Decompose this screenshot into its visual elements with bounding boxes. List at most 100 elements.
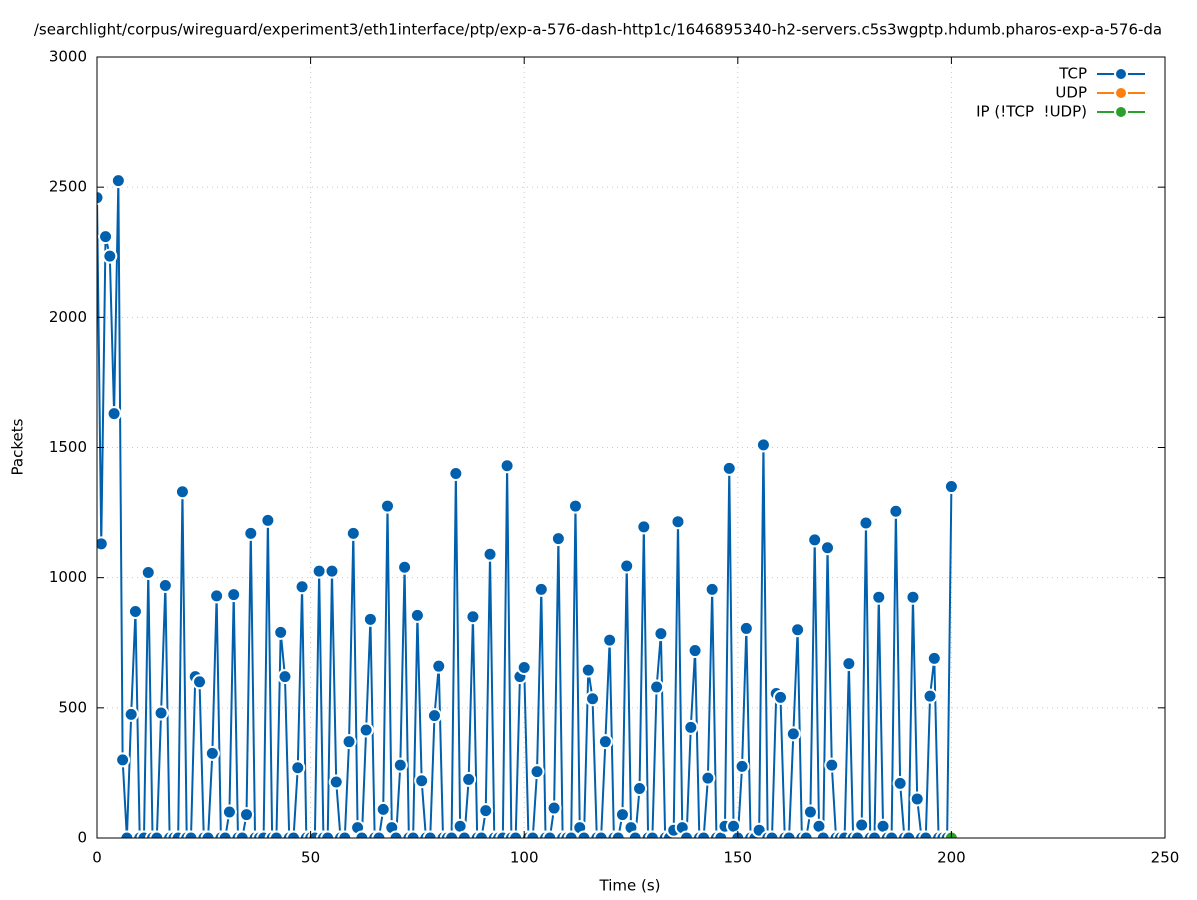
data-point	[422, 830, 438, 838]
data-point	[704, 581, 720, 597]
x-axis-label: Time (s)	[599, 877, 661, 895]
data-point	[414, 773, 430, 789]
data-point	[409, 607, 425, 623]
data-point	[354, 830, 370, 838]
data-point	[597, 734, 613, 750]
data-point	[790, 622, 806, 638]
data-point	[473, 830, 489, 838]
data-point	[649, 679, 665, 695]
data-point	[576, 830, 592, 838]
plot-area	[97, 173, 959, 838]
data-point	[700, 770, 716, 786]
data-point	[320, 830, 336, 838]
data-point	[174, 484, 190, 500]
data-point	[807, 532, 823, 548]
data-point	[123, 706, 139, 722]
data-point	[243, 525, 259, 541]
data-point	[653, 626, 669, 642]
data-point	[482, 546, 498, 562]
data-point	[798, 830, 814, 838]
legend-marker	[1114, 67, 1128, 81]
data-point	[217, 830, 233, 838]
legend-label: TCP	[1058, 65, 1087, 83]
data-point	[448, 466, 464, 482]
x-tick-label: 250	[1151, 849, 1180, 867]
data-point	[781, 830, 797, 838]
data-point	[115, 752, 131, 768]
data-point	[371, 830, 387, 838]
data-point	[687, 643, 703, 659]
data-point	[888, 503, 904, 519]
data-point	[106, 406, 122, 422]
data-point	[127, 604, 143, 620]
data-point	[397, 559, 413, 575]
data-point	[802, 804, 818, 820]
chart-title: /searchlight/corpus/wireguard/experiment…	[34, 21, 1162, 39]
data-point	[636, 519, 652, 535]
data-point	[183, 830, 199, 838]
data-point	[375, 801, 391, 817]
data-point	[431, 658, 447, 674]
data-point	[785, 726, 801, 742]
data-point	[140, 564, 156, 580]
data-point	[550, 531, 566, 547]
data-point	[226, 587, 242, 603]
y-tick-label: 3000	[49, 48, 87, 66]
data-point	[858, 515, 874, 531]
data-point	[905, 589, 921, 605]
data-point	[157, 577, 173, 593]
data-point	[926, 650, 942, 666]
legend-marker	[1114, 86, 1128, 100]
data-point	[362, 611, 378, 627]
data-point	[533, 581, 549, 597]
data-point	[290, 760, 306, 776]
data-point	[546, 800, 562, 816]
data-point	[922, 688, 938, 704]
data-point	[337, 830, 353, 838]
x-tick-label: 200	[937, 849, 966, 867]
data-point	[345, 525, 361, 541]
grid	[96, 56, 1166, 839]
data-point	[444, 830, 460, 838]
data-point	[909, 791, 925, 807]
data-point	[721, 460, 737, 476]
data-point	[918, 830, 934, 838]
data-point	[610, 830, 626, 838]
data-point	[516, 659, 532, 675]
data-point	[563, 830, 579, 838]
data-point	[341, 734, 357, 750]
data-point	[619, 558, 635, 574]
series-line	[97, 180, 953, 838]
data-point	[328, 774, 344, 790]
data-point	[764, 830, 780, 838]
data-point	[102, 248, 118, 264]
data-point	[632, 781, 648, 797]
legend-label: UDP	[1055, 84, 1087, 102]
data-point	[755, 437, 771, 453]
data-point	[273, 624, 289, 640]
data-point	[508, 830, 524, 838]
data-point	[388, 830, 404, 838]
data-point	[405, 830, 421, 838]
data-point	[286, 830, 302, 838]
data-point	[871, 589, 887, 605]
data-point	[773, 689, 789, 705]
data-point	[683, 719, 699, 735]
data-point	[820, 540, 836, 556]
data-point	[379, 498, 395, 514]
data-point	[97, 190, 105, 206]
data-point	[98, 229, 114, 245]
data-point	[644, 830, 660, 838]
data-point	[294, 579, 310, 595]
data-point	[97, 536, 109, 552]
data-point	[153, 705, 169, 721]
data-point	[602, 632, 618, 648]
data-point	[567, 498, 583, 514]
data-point	[824, 757, 840, 773]
data-point	[149, 830, 165, 838]
data-point	[239, 807, 255, 823]
x-tick-label: 50	[301, 849, 320, 867]
data-point	[311, 563, 327, 579]
